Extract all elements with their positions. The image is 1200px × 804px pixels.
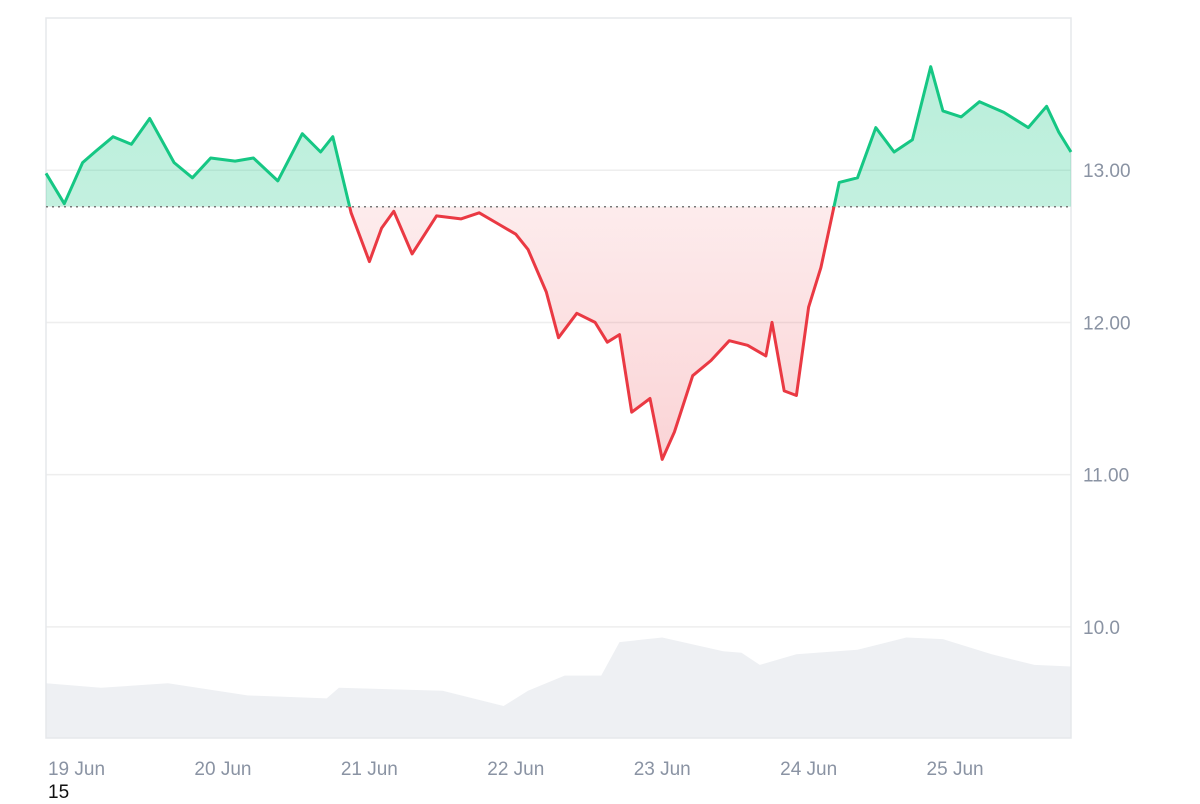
x-tick-label-0: 19 Jun — [48, 759, 105, 780]
y-tick-label-2: 12.00 — [1083, 313, 1131, 334]
x-tick-label-6: 25 Jun — [927, 759, 984, 780]
x-tick-label-2: 21 Jun — [341, 759, 398, 780]
y-tick-label-0: 10.0 — [1083, 618, 1120, 639]
x-tick-label-5: 24 Jun — [780, 759, 837, 780]
y-tick-label-1: 11.00 — [1083, 466, 1129, 487]
x-tick-label-3: 22 Jun — [487, 759, 544, 780]
price-chart: 10.0 11.00 12.00 13.00 19 Jun 20 Jun 21 Jun 22… — [44, 17, 1131, 780]
plot-frame — [45, 17, 1072, 739]
price-line-above — [44, 65, 1073, 207]
y-tick-label-3: 13.00 — [1083, 161, 1131, 182]
price-fill-above — [46, 66, 1071, 207]
volume-area — [46, 637, 1071, 738]
x-tick-label-1: 20 Jun — [194, 759, 251, 780]
y-axis-ticks: 10.0 11.00 12.00 13.00 — [1083, 161, 1131, 639]
price-line-below — [348, 206, 836, 461]
x-tick-label-4: 23 Jun — [634, 759, 691, 780]
x-axis-ticks: 19 Jun 20 Jun 21 Jun 22 Jun 23 Jun 24 Jun 25 J… — [48, 759, 984, 780]
corner-label: 15 — [48, 782, 70, 803]
price-line — [44, 65, 1073, 461]
